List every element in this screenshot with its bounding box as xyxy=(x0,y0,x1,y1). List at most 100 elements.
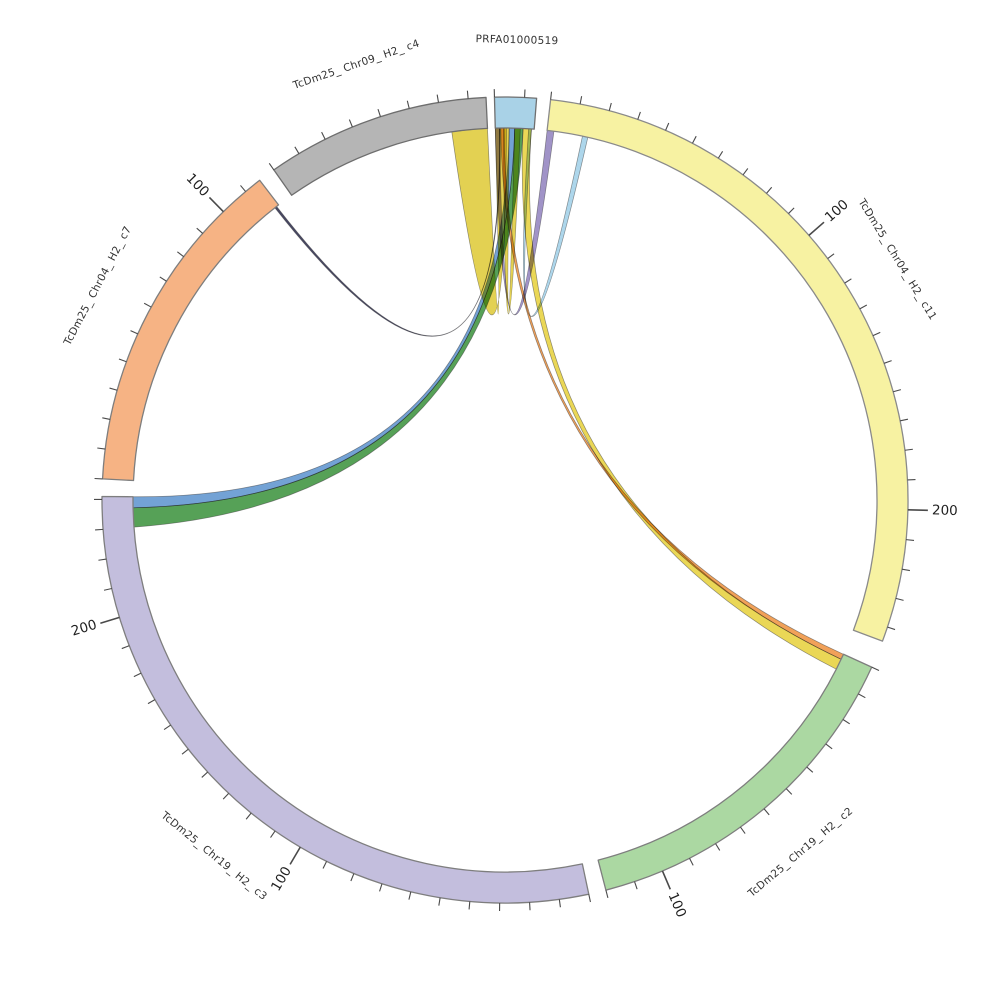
minor-tick-c11-220 xyxy=(901,568,910,572)
minor-tick-c11-80 xyxy=(766,186,773,194)
tick-label-c11-100: 100 xyxy=(822,197,852,226)
ribbon-layer xyxy=(132,127,844,670)
minor-tick-c3-220 xyxy=(98,558,107,561)
minor-tick-c11-140 xyxy=(872,331,881,337)
segment-label-c4: TcDm25_ Chr09_ H2_ c4 xyxy=(291,38,422,93)
major-tick-c2-100 xyxy=(661,870,672,890)
segment-label-c7: TcDm25_ Chr04_ H2_ c7 xyxy=(61,224,134,348)
segment-arc-c2 xyxy=(597,653,873,891)
minor-tick-c11-240 xyxy=(887,626,896,631)
tick-label-c7-100: 100 xyxy=(183,170,212,200)
minor-tick-c2-0 xyxy=(871,666,880,671)
minor-tick-c4-50 xyxy=(406,100,410,109)
tick-label-c2-100: 100 xyxy=(665,890,690,920)
minor-tick-c2-10 xyxy=(858,693,866,699)
minor-tick-c11-40 xyxy=(665,122,670,131)
minor-tick-c2-50 xyxy=(785,788,793,795)
minor-tick-c3-120 xyxy=(245,812,252,820)
minor-tick-c3-150 xyxy=(181,748,189,755)
minor-tick-c4-30 xyxy=(348,119,353,128)
minor-tick-c11-150 xyxy=(883,360,892,364)
minor-tick-c11-70 xyxy=(742,168,749,176)
minor-tick-c7-10 xyxy=(97,447,106,450)
minor-tick-c3-140 xyxy=(201,771,209,778)
minor-tick-c3-70 xyxy=(379,883,383,892)
minor-tick-c3-80 xyxy=(350,873,355,882)
minor-tick-c7-110 xyxy=(240,185,247,192)
minor-tick-c11-180 xyxy=(904,448,913,451)
minor-tick-c2-120 xyxy=(605,890,609,899)
minor-tick-c3-0 xyxy=(588,894,591,903)
minor-tick-c3-190 xyxy=(121,645,130,650)
minor-tick-c7-20 xyxy=(102,417,111,420)
minor-tick-c11-230 xyxy=(895,597,904,601)
minor-tick-c11-50 xyxy=(691,135,697,144)
minor-tick-c3-180 xyxy=(133,672,142,678)
minor-tick-c3-210 xyxy=(103,587,112,591)
minor-tick-c4-10 xyxy=(294,146,300,154)
minor-tick-c7-50 xyxy=(130,330,139,335)
segment-arc-c11 xyxy=(546,98,909,642)
minor-tick-c11-60 xyxy=(717,151,724,159)
minor-tick-c2-70 xyxy=(740,826,746,834)
minor-tick-c3-40 xyxy=(468,901,471,910)
minor-tick-c3-170 xyxy=(147,699,156,705)
minor-tick-c7-40 xyxy=(118,358,127,363)
minor-tick-c3-130 xyxy=(222,792,230,800)
minor-tick-c7-60 xyxy=(143,302,152,308)
major-tick-c7-100 xyxy=(208,196,224,213)
minor-tick-c4-40 xyxy=(377,108,381,117)
minor-tick-c4-70 xyxy=(466,90,469,99)
minor-tick-c11-120 xyxy=(844,278,852,284)
major-tick-c3-200 xyxy=(100,616,120,624)
minor-tick-c11-210 xyxy=(905,539,915,541)
minor-tick-c11-90 xyxy=(788,207,795,214)
minor-tick-c2-110 xyxy=(634,881,638,890)
tick-label-c3-200: 200 xyxy=(69,617,98,640)
segment-layer xyxy=(101,96,909,904)
minor-tick-c11-170 xyxy=(900,418,909,422)
segment-arc-c3 xyxy=(101,495,590,904)
minor-tick-c11-20 xyxy=(608,102,612,111)
minor-tick-c3-10 xyxy=(558,899,561,908)
minor-tick-c2-80 xyxy=(715,843,721,851)
minor-tick-c11-160 xyxy=(893,389,902,393)
minor-tick-c7-30 xyxy=(109,387,118,391)
ribbon-prfa-to-c2-orange xyxy=(500,127,844,660)
major-tick-c11-100 xyxy=(808,221,825,236)
minor-tick-c2-90 xyxy=(689,858,694,866)
minor-tick-c3-90 xyxy=(322,861,328,869)
minor-tick-c11-0 xyxy=(550,91,553,100)
minor-tick-c3-60 xyxy=(408,891,412,900)
minor-tick-c2-40 xyxy=(806,766,814,773)
minor-tick-c2-30 xyxy=(825,743,833,750)
minor-tick-c2-20 xyxy=(842,719,850,725)
minor-tick-c3-110 xyxy=(270,830,276,838)
minor-tick-c7-70 xyxy=(159,276,167,282)
minor-tick-c4-60 xyxy=(436,94,440,103)
tick-label-c11-200: 200 xyxy=(932,502,958,519)
minor-tick-c4-20 xyxy=(321,131,326,140)
segment-arc-prfa xyxy=(493,96,538,130)
minor-tick-c11-110 xyxy=(827,253,835,259)
segment-label-c11: TcDm25_ Chr04_ H2_ c11 xyxy=(855,196,939,322)
minor-tick-c3-230 xyxy=(95,528,104,531)
tick-label-c3-100: 100 xyxy=(268,864,295,894)
minor-tick-c7-90 xyxy=(196,227,204,234)
segment-label-c2: TcDm25_ Chr19_ H2_ c2 xyxy=(745,805,855,900)
minor-tick-c11-30 xyxy=(637,111,641,120)
segment-label-prfa: PRFA01000519 xyxy=(475,33,558,47)
minor-tick-c3-50 xyxy=(438,897,441,906)
minor-tick-c3-160 xyxy=(163,724,172,730)
minor-tick-c11-130 xyxy=(859,304,868,310)
segment-arc-c4 xyxy=(273,96,489,196)
minor-tick-c7-80 xyxy=(177,251,185,258)
major-tick-c3-100 xyxy=(289,846,301,865)
minor-tick-c2-60 xyxy=(763,808,770,816)
segment-arc-c7 xyxy=(101,179,280,482)
minor-tick-c4-0 xyxy=(268,163,275,171)
segment-label-c3: TcDm25_ Chr19_ H2_ c3 xyxy=(158,809,269,903)
minor-tick-c11-10 xyxy=(579,96,583,105)
